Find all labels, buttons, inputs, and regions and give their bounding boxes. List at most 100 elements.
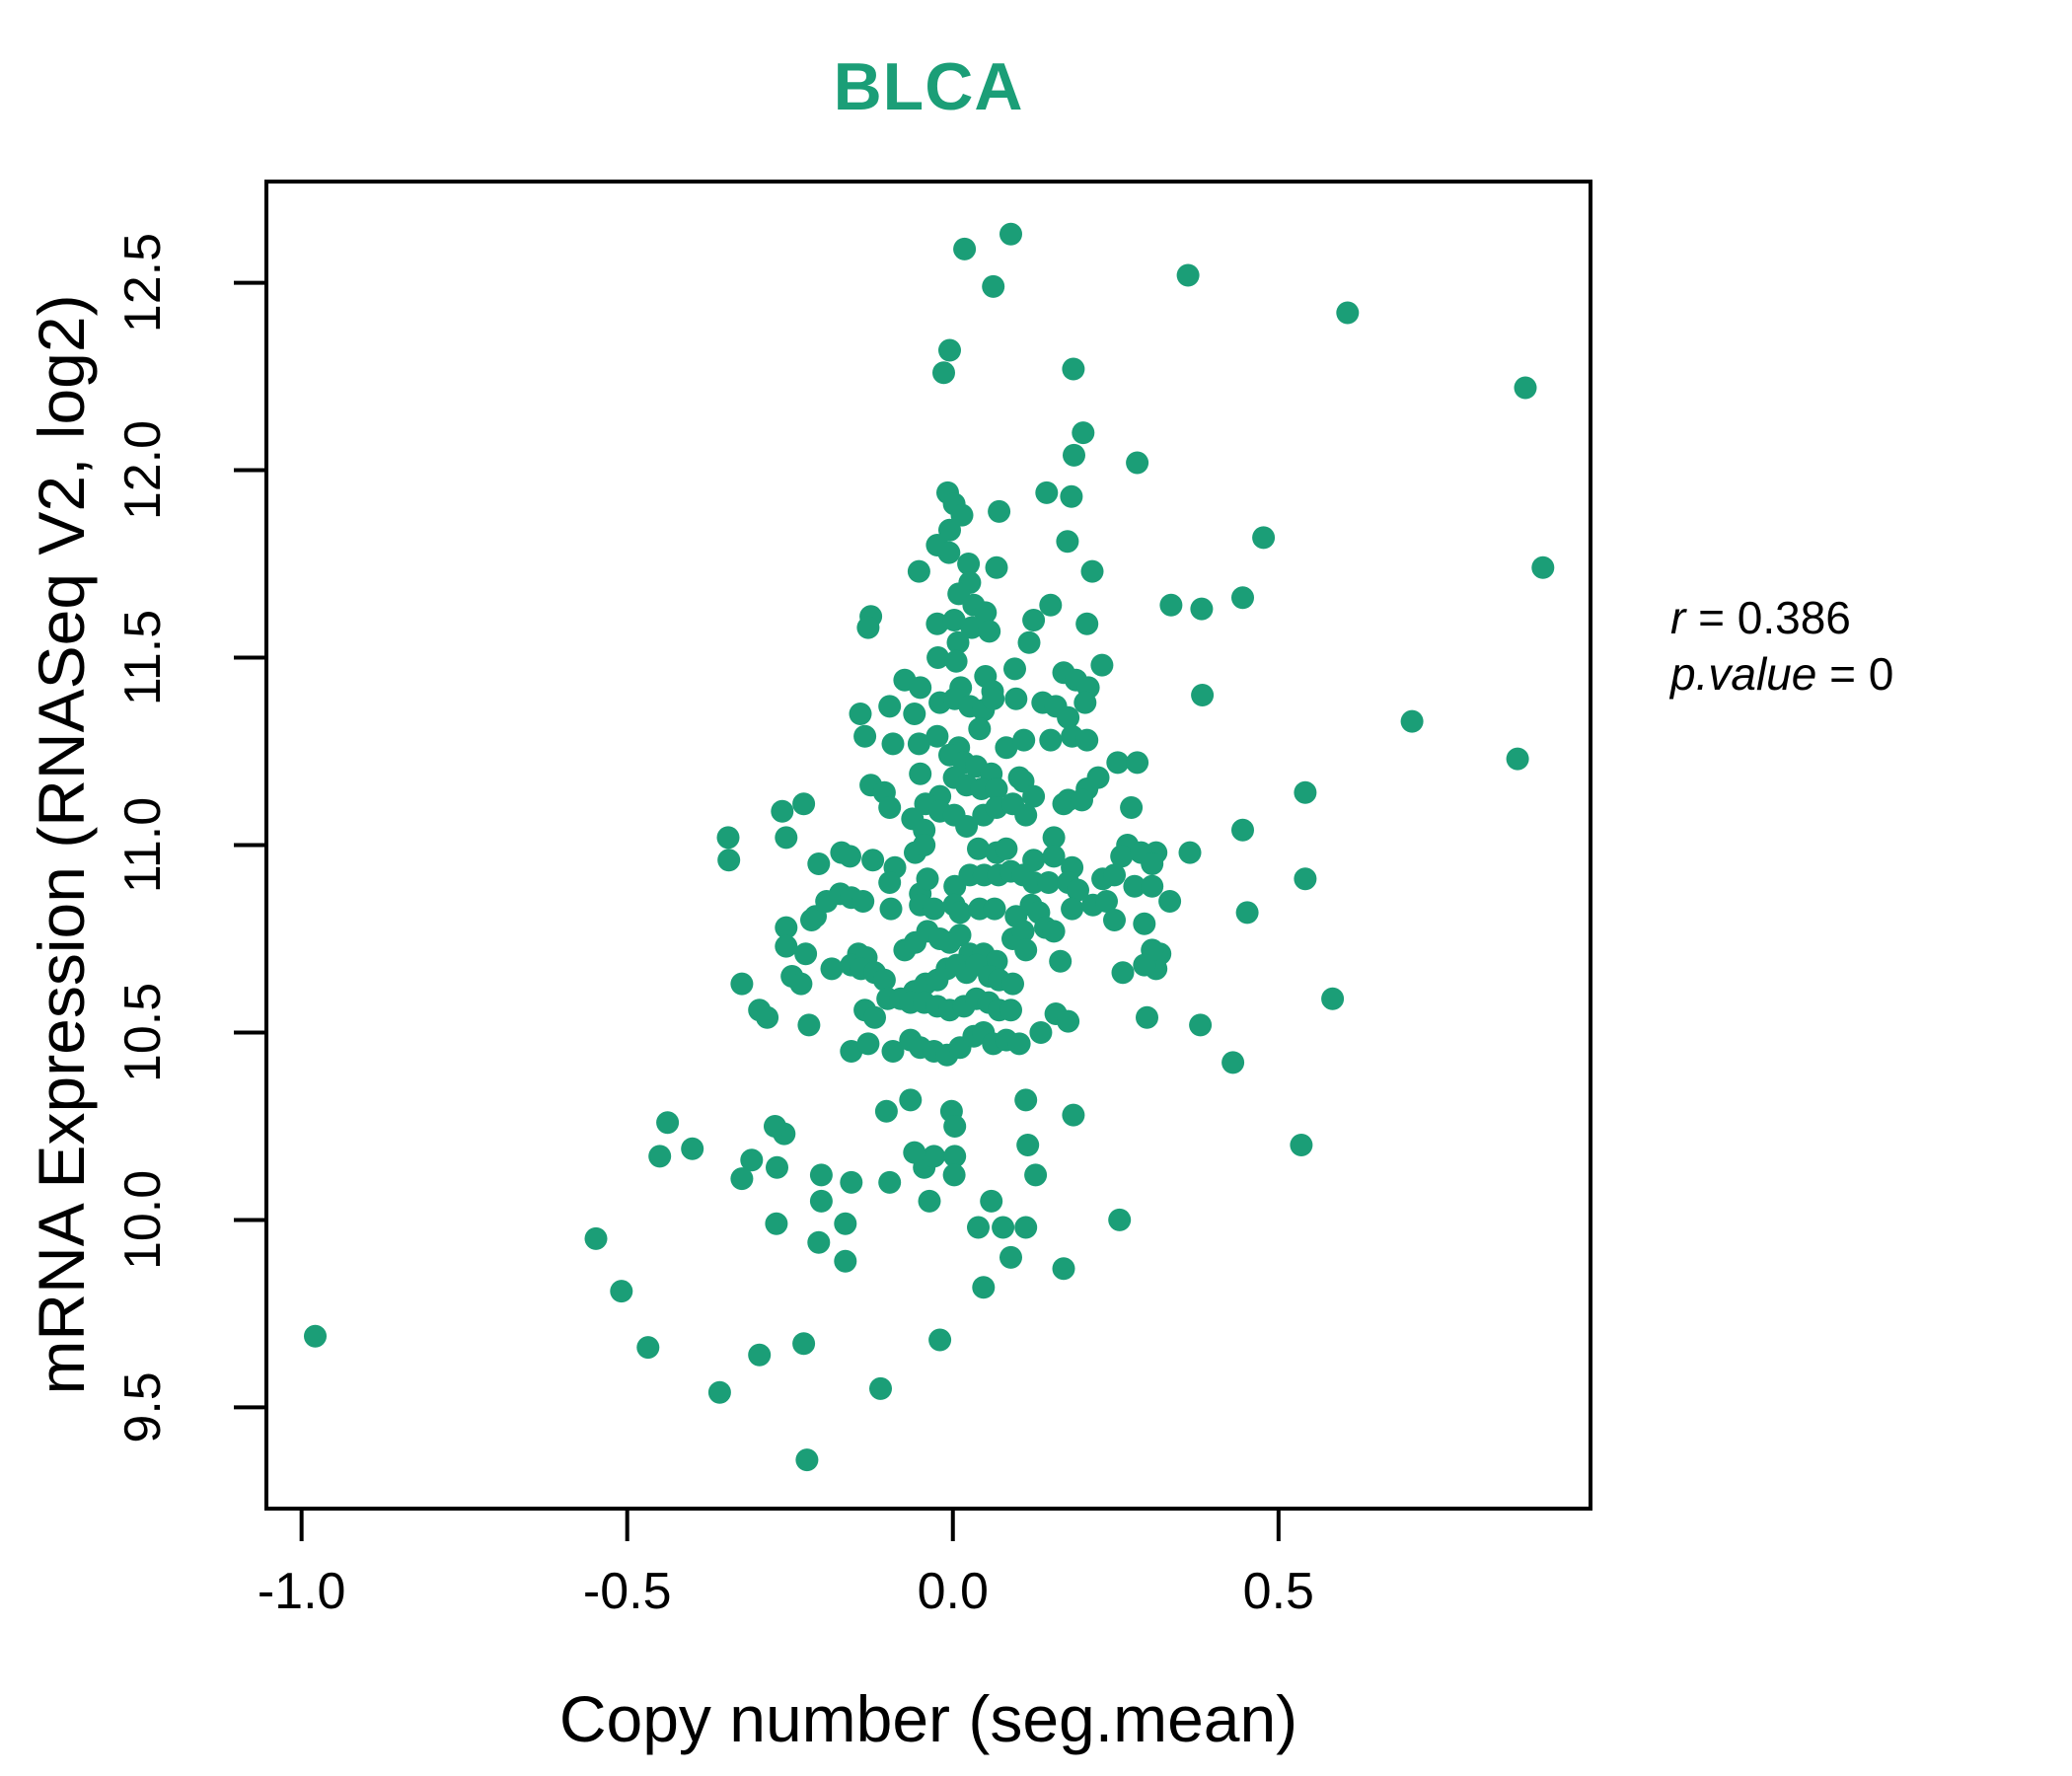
y-tick-label: 10.0	[114, 1170, 172, 1270]
data-point	[1017, 630, 1041, 654]
data-point	[1022, 784, 1046, 808]
data-point	[925, 612, 949, 635]
data-point	[764, 1115, 786, 1138]
data-point	[849, 703, 872, 725]
data-point	[982, 274, 1005, 298]
data-point	[834, 1212, 857, 1235]
y-tick-label: 10.5	[114, 983, 172, 1082]
data-point	[972, 1276, 996, 1299]
data-point	[636, 1336, 660, 1360]
data-point	[1024, 1163, 1048, 1187]
data-point	[968, 717, 992, 741]
data-point	[967, 1216, 990, 1239]
data-point	[1011, 920, 1035, 943]
data-point	[1159, 593, 1183, 617]
data-point	[1007, 1032, 1031, 1056]
x-tick-label: 0.0	[918, 1563, 989, 1620]
data-point	[948, 924, 972, 947]
data-point	[794, 942, 818, 966]
data-point	[953, 237, 977, 260]
data-point	[1060, 484, 1083, 508]
y-tick-label: 12.5	[114, 233, 172, 333]
data-point	[903, 1141, 926, 1164]
data-point	[978, 620, 1001, 643]
data-point	[1133, 912, 1156, 935]
data-point	[853, 724, 877, 748]
data-point	[681, 1137, 704, 1160]
data-point	[932, 361, 955, 385]
data-point	[809, 1189, 833, 1213]
data-point	[717, 849, 741, 872]
data-point	[771, 799, 794, 823]
data-point	[1190, 597, 1214, 621]
data-point	[983, 897, 1006, 921]
data-point	[878, 796, 902, 819]
data-point	[1090, 653, 1114, 677]
data-point	[992, 1216, 1015, 1239]
data-point	[999, 999, 1022, 1022]
data-point	[730, 1167, 754, 1191]
data-point	[878, 871, 902, 894]
data-point	[1039, 593, 1063, 617]
data-point	[716, 826, 740, 850]
data-point	[1062, 1103, 1085, 1127]
data-point	[730, 972, 754, 996]
data-point	[1029, 1021, 1053, 1044]
data-point	[792, 792, 816, 816]
data-point	[1231, 818, 1254, 842]
data-point	[1178, 841, 1202, 864]
data-point	[948, 901, 972, 925]
data-point	[756, 1005, 779, 1029]
data-point	[1003, 657, 1026, 681]
data-point	[707, 1380, 731, 1404]
data-point	[1126, 751, 1149, 775]
data-point	[1189, 1013, 1213, 1037]
data-point	[856, 616, 880, 639]
x-axis-label: Copy number (seg.mean)	[558, 1682, 1298, 1755]
data-point	[1136, 1005, 1158, 1029]
data-point	[797, 1013, 821, 1037]
data-point	[903, 703, 926, 725]
data-point	[1252, 526, 1276, 550]
chart-title: BLCA	[833, 49, 1024, 124]
data-point	[740, 1148, 764, 1172]
y-tick-label: 11.0	[114, 797, 172, 893]
data-point	[899, 1088, 923, 1112]
data-point	[1290, 1134, 1313, 1156]
data-point	[907, 559, 930, 583]
data-point	[1073, 691, 1097, 714]
data-point	[926, 646, 950, 669]
data-point	[937, 541, 961, 564]
data-point	[946, 630, 970, 654]
data-point	[1294, 867, 1317, 891]
data-point	[807, 1230, 831, 1254]
data-point	[1057, 1009, 1080, 1033]
data-point	[656, 1111, 680, 1135]
data-point	[1071, 788, 1093, 812]
data-point	[1095, 890, 1118, 913]
data-point	[1014, 1216, 1038, 1239]
data-point	[967, 837, 990, 860]
data-point	[1035, 481, 1059, 504]
data-point	[923, 897, 946, 921]
data-point	[938, 518, 961, 542]
data-point	[748, 1343, 772, 1367]
data-point	[775, 916, 798, 939]
data-point	[1141, 852, 1164, 875]
data-point	[1056, 530, 1079, 554]
data-point	[834, 1249, 857, 1273]
data-point	[775, 934, 798, 958]
data-point	[1014, 938, 1038, 962]
data-point	[1052, 1257, 1075, 1281]
data-point	[1110, 845, 1134, 868]
data-point	[1514, 376, 1537, 400]
data-point	[863, 1005, 886, 1029]
data-point	[985, 555, 1008, 579]
data-point	[1001, 972, 1024, 996]
data-point	[851, 890, 875, 913]
data-point	[1057, 705, 1080, 729]
data-point	[1075, 612, 1099, 635]
data-point	[648, 1145, 672, 1168]
data-point	[807, 852, 831, 875]
data-point	[1141, 874, 1164, 898]
